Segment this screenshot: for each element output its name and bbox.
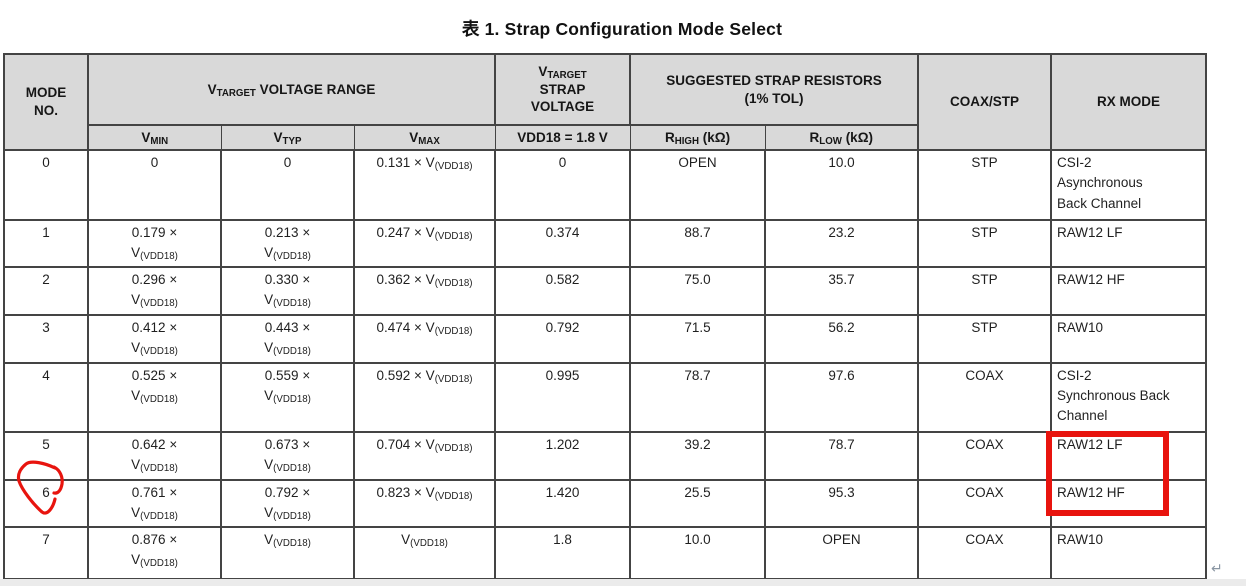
cell-vmin: 0.179 × V(VDD18) [87,219,222,268]
cell-rlow: 56.2 [764,313,920,364]
cell-vtyp: 0.330 × V(VDD18) [220,265,355,316]
cell-rlow: OPEN [764,525,920,580]
header-vtarget-strap: VTARGET STRAP VOLTAGE [494,53,632,126]
cell-mode-no: 7 [3,525,89,580]
cell-strap-voltage: 0.792 [494,313,632,364]
table-row: 6 0.761 × V(VDD18) 0.792 × V(VDD18) 0.823 × V… [3,478,1208,528]
cell-vtyp: 0 [220,149,355,221]
cell-vmax: 0.704 × V(VDD18) [352,430,497,481]
cell-rhigh: 78.7 [629,361,767,433]
cell-rhigh: 88.7 [629,219,767,268]
header-vmin: VMIN [87,124,222,151]
cell-coax-stp: COAX [917,478,1053,528]
cell-strap-voltage: 1.202 [494,430,632,481]
cell-vmax: 0.592 × V(VDD18) [352,361,497,433]
cell-mode-no: 0 [3,149,89,221]
table-row: 7 0.876 × V(VDD18) V(VDD18) V(VDD18) 1.8 10.0 O… [3,525,1208,580]
header-vtyp: VTYP [220,124,355,151]
cell-coax-stp: COAX [917,430,1053,481]
cell-vtyp: 0.213 × V(VDD18) [220,219,355,268]
header-strap-resistors: SUGGESTED STRAP RESISTORS (1% TOL) [629,53,920,126]
header-rhigh: RHIGH (kΩ) [629,124,766,151]
cell-rlow: 23.2 [764,219,920,268]
cell-strap-voltage: 0.582 [494,265,632,316]
table-row: 3 0.412 × V(VDD18) 0.443 × V(VDD18) 0.474 × V… [3,313,1208,364]
cell-rx-mode: RAW10 [1050,525,1208,580]
cell-coax-stp: STP [917,313,1053,364]
cell-mode-no: 2 [3,265,89,316]
strap-config-table: MODE NO. VTARGET VOLTAGE RANGE VTARGET STR… [3,53,1208,580]
cell-vmin: 0.412 × V(VDD18) [87,313,222,364]
cell-coax-stp: COAX [917,361,1053,433]
cell-mode-no: 4 [3,361,89,433]
header-vdd18: VDD18 = 1.8 V [494,124,631,151]
cell-rhigh: 10.0 [629,525,767,580]
cell-vmax: 0.823 × V(VDD18) [352,478,497,528]
cell-rhigh: 71.5 [629,313,767,364]
cell-vtyp: 0.792 × V(VDD18) [220,478,355,528]
cell-rx-mode: CSI-2 Asynchronous Back Channel [1050,149,1208,221]
cell-rx-mode: RAW12 HF [1050,478,1208,528]
cell-vtyp: 0.673 × V(VDD18) [220,430,355,481]
cell-vmax: 0.474 × V(VDD18) [352,313,497,364]
header-mode-no: MODE NO. [3,53,89,151]
table-row: 0 0 0 0.131 × V(VDD18) 0 OPEN 10.0 STP CSI-2 Asyn… [3,149,1208,221]
cell-rx-mode: CSI-2 Synchronous Back Channel [1050,361,1208,433]
cell-strap-voltage: 0 [494,149,632,221]
cell-rlow: 78.7 [764,430,920,481]
table-row: 4 0.525 × V(VDD18) 0.559 × V(VDD18) 0.592 × V… [3,361,1208,433]
table-row: 5 0.642 × V(VDD18) 0.673 × V(VDD18) 0.704 × V… [3,430,1208,481]
cell-rx-mode: RAW12 HF [1050,265,1208,316]
cell-rhigh: 39.2 [629,430,767,481]
cell-rlow: 95.3 [764,478,920,528]
cell-vmax: 0.247 × V(VDD18) [352,219,497,268]
cell-vmax: 0.362 × V(VDD18) [352,265,497,316]
table-title: 表 1. Strap Configuration Mode Select [461,19,783,39]
cell-rlow: 35.7 [764,265,920,316]
cell-strap-voltage: 1.420 [494,478,632,528]
cell-mode-no: 3 [3,313,89,364]
cell-strap-voltage: 1.8 [494,525,632,580]
cell-vtyp: 0.559 × V(VDD18) [220,361,355,433]
header-coax-stp: COAX/STP [917,53,1053,151]
bottom-window-strip [0,579,1246,586]
cell-vmin: 0.761 × V(VDD18) [87,478,222,528]
cell-coax-stp: STP [917,265,1053,316]
cell-vmax: 0.131 × V(VDD18) [352,149,497,221]
table-row: 1 0.179 × V(VDD18) 0.213 × V(VDD18) 0.247 × V… [3,219,1208,268]
cell-rhigh: 25.5 [629,478,767,528]
cell-rhigh: 75.0 [629,265,767,316]
header-rlow: RLOW (kΩ) [764,124,919,151]
cell-strap-voltage: 0.374 [494,219,632,268]
cell-vmax: V(VDD18) [352,525,497,580]
cell-rlow: 97.6 [764,361,920,433]
cell-mode-no: 5 [3,430,89,481]
header-vmax: VMAX [353,124,496,151]
cell-strap-voltage: 0.995 [494,361,632,433]
cell-coax-stp: STP [917,149,1053,221]
header-vtarget-range: VTARGET VOLTAGE RANGE [86,53,497,126]
paragraph-return-mark: ↵ [1211,560,1223,576]
cell-coax-stp: STP [917,219,1053,268]
cell-vmin: 0.296 × V(VDD18) [87,265,222,316]
cell-vmin: 0.642 × V(VDD18) [87,430,222,481]
cell-rx-mode: RAW10 [1050,313,1208,364]
cell-mode-no: 6 [3,478,89,528]
table-header: MODE NO. VTARGET VOLTAGE RANGE VTARGET STR… [3,53,1208,151]
cell-vmin: 0 [87,149,222,221]
table-body: 0 0 0 0.131 × V(VDD18) 0 OPEN 10.0 STP CSI-2 Asyn… [3,149,1208,580]
header-rx-mode: RX MODE [1050,53,1208,151]
cell-vtyp: 0.443 × V(VDD18) [220,313,355,364]
table-row: 2 0.296 × V(VDD18) 0.330 × V(VDD18) 0.362 × V… [3,265,1208,316]
cell-rlow: 10.0 [764,149,920,221]
cell-rx-mode: RAW12 LF [1050,219,1208,268]
cell-mode-no: 1 [3,219,89,268]
cell-vtyp: V(VDD18) [220,525,355,580]
cell-rx-mode: RAW12 LF [1050,430,1208,481]
cell-rhigh: OPEN [629,149,767,221]
cell-vmin: 0.876 × V(VDD18) [87,525,222,580]
cell-coax-stp: COAX [917,525,1053,580]
cell-vmin: 0.525 × V(VDD18) [87,361,222,433]
